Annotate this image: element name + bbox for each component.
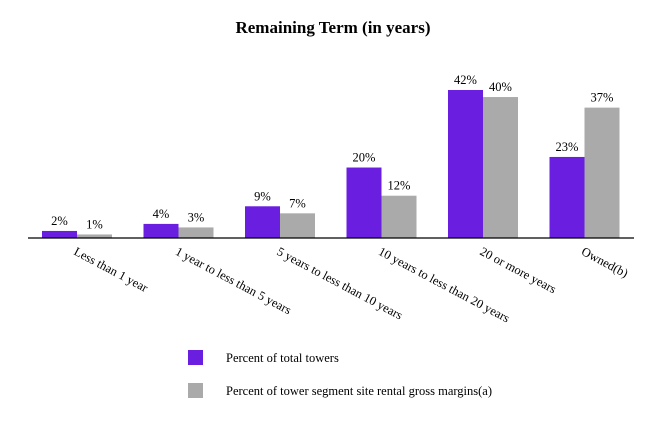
legend-swatch-2 [188, 383, 203, 398]
bars-layer [42, 90, 620, 238]
value-label-1-6: 23% [556, 140, 579, 154]
value-label-2-4: 12% [388, 179, 411, 193]
chart-title: Remaining Term (in years) [235, 18, 430, 37]
bar-2-4 [381, 195, 417, 238]
value-labels-layer: 2% 1% 4% 3% 9% 7% 20% 12% 42% 40% 23% 37% [51, 73, 613, 231]
category-label-1: Less than 1 year [72, 244, 151, 295]
value-label-1-4: 20% [353, 151, 376, 165]
bar-2-5 [483, 97, 518, 238]
value-label-2-1: 1% [86, 217, 103, 231]
value-label-1-1: 2% [51, 214, 68, 228]
value-label-2-5: 40% [489, 80, 512, 94]
bar-2-2 [178, 227, 214, 238]
bar-1-2 [143, 223, 179, 238]
bar-1-6 [549, 156, 585, 238]
legend-swatch-1 [188, 350, 203, 365]
bar-2-1 [77, 234, 112, 238]
value-label-2-2: 3% [188, 210, 205, 224]
bar-1-3 [245, 206, 280, 238]
value-label-1-3: 9% [254, 189, 271, 203]
legend-label-1: Percent of total towers [226, 351, 339, 365]
value-label-1-5: 42% [454, 73, 477, 87]
bar-1-5 [448, 90, 483, 238]
category-labels-layer: Less than 1 year 1 year to less than 5 ye… [72, 244, 631, 325]
value-label-1-2: 4% [153, 207, 170, 221]
category-label-5: 20 or more years [478, 244, 559, 296]
bar-1-4 [346, 167, 382, 238]
value-label-2-3: 7% [289, 196, 306, 210]
legend: Percent of total towers Percent of tower … [188, 350, 492, 398]
bar-2-6 [584, 107, 620, 238]
value-label-2-6: 37% [591, 91, 614, 105]
bar-1-1 [42, 230, 77, 238]
bar-2-3 [280, 213, 315, 238]
category-label-6: Owned(b) [579, 244, 630, 280]
legend-label-2: Percent of tower segment site rental gro… [226, 384, 492, 398]
